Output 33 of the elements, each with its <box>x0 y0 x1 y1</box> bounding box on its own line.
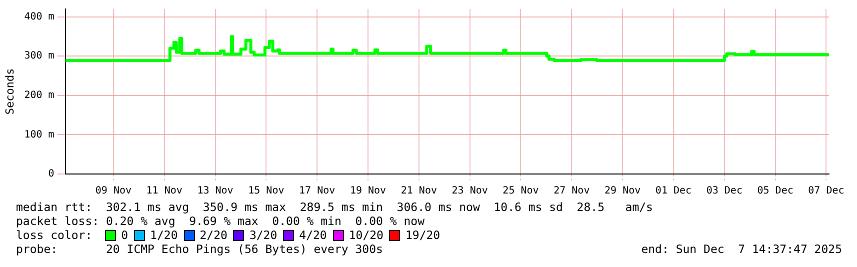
text: 4/20 <box>299 228 327 242</box>
text: 0 <box>121 228 128 242</box>
y-tick-label: 200 m <box>24 90 54 102</box>
y-tick-label: 0 <box>48 168 54 180</box>
x-tick-label: 09 Nov <box>95 186 132 197</box>
x-tick-label: 15 Nov <box>248 186 284 197</box>
x-tick-label: 05 Dec <box>757 186 794 197</box>
x-tick-label: 07 Dec <box>808 186 844 197</box>
text: 3/20 <box>249 228 278 242</box>
text: 19/20 <box>405 228 440 242</box>
x-tick-label: 01 Dec <box>655 186 692 197</box>
y-tick-label: 100 m <box>24 129 54 140</box>
x-tick-label: 03 Dec <box>706 186 742 197</box>
text: 2/20 <box>200 228 228 242</box>
x-tick-label: 23 Nov <box>452 186 488 197</box>
x-tick-label: 27 Nov <box>554 186 590 197</box>
x-tick-label: 11 Nov <box>146 186 182 197</box>
x-tick-label: 29 Nov <box>604 186 641 197</box>
text: 1/20 <box>150 228 178 242</box>
text: end: Sun Dec 7 14:37:47 2025 <box>641 242 842 256</box>
y-tick-label: 400 m <box>24 11 54 22</box>
x-tick-label: 25 Nov <box>502 186 539 197</box>
text: probe: 20 ICMP Echo Pings (56 Bytes) every 300s <box>16 242 383 256</box>
x-tick-label: 17 Nov <box>299 186 336 197</box>
y-tick-label: 300 m <box>24 50 54 62</box>
text: 10/20 <box>348 228 384 242</box>
text: loss color: <box>16 228 94 242</box>
text: median rtt: 302.1 ms avg 350.9 ms max 289.5 ms min 306.0 ms now 10.6 ms sd 28.5 am/s <box>16 200 654 214</box>
x-tick-label: 13 Nov <box>197 186 234 197</box>
y-axis-title: Seconds <box>3 68 16 115</box>
x-tick-label: 19 Nov <box>350 186 386 197</box>
text: packet loss: 0.20 % avg 9.69 % max 0.00 % min 0.00 % now <box>16 214 426 228</box>
x-tick-label: 21 Nov <box>400 186 437 197</box>
